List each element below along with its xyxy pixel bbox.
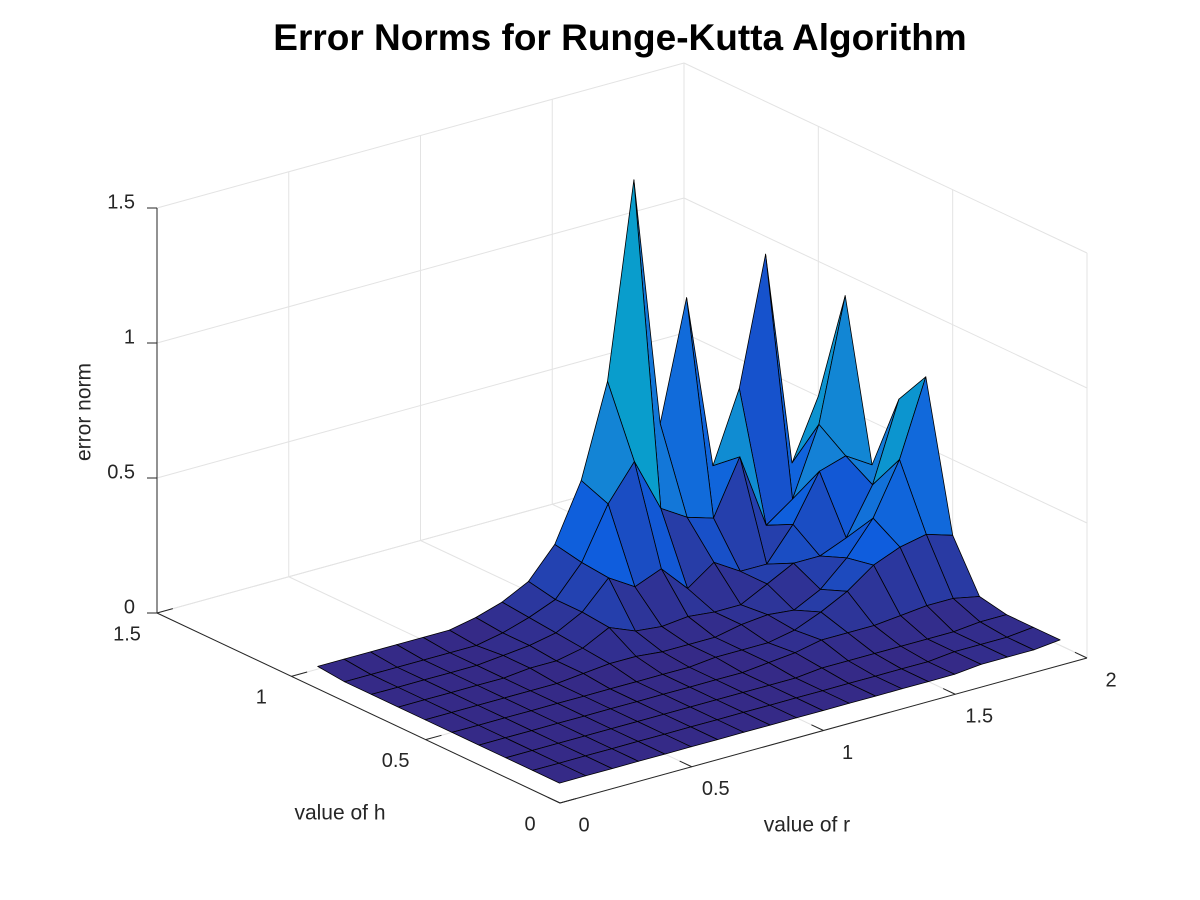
labels: Error Norms for Runge-Kutta Algorithm va…	[73, 17, 967, 837]
grid-line	[156, 197, 685, 344]
chart-title: Error Norms for Runge-Kutta Algorithm	[273, 17, 966, 58]
y-axis-label: value of h	[294, 802, 385, 825]
grid-line	[683, 197, 1088, 389]
x-axis-label: value of r	[764, 814, 850, 837]
y-tick-label: 1.5	[113, 623, 141, 645]
x-tick-label: 0	[578, 814, 589, 836]
x-tick	[942, 688, 956, 695]
z-tick-label: 1	[124, 326, 135, 348]
z-tick-label: 0.5	[107, 461, 135, 483]
y-tick	[291, 671, 308, 677]
z-axis-label: error norm	[73, 363, 96, 461]
y-axis	[156, 612, 561, 804]
x-tick	[679, 760, 692, 768]
x-tick	[1074, 651, 1088, 659]
x-tick	[547, 796, 561, 804]
x-tick-label: 1.5	[965, 706, 993, 728]
y-tick	[156, 608, 173, 614]
axes: 0 0.5 1 1.5 2 0 0.5 1 1.5 0 0.5 1 1.5	[107, 191, 1116, 836]
y-tick-label: 1	[256, 687, 267, 709]
grid-line	[156, 62, 685, 209]
x-tick-label: 0.5	[702, 778, 730, 800]
z-tick-label: 1.5	[107, 191, 135, 213]
grid-line	[683, 62, 1088, 254]
y-tick-label: 0	[524, 813, 535, 835]
surface	[317, 179, 1061, 784]
surface-face	[532, 762, 587, 784]
x-tick-label: 2	[1105, 669, 1116, 691]
y-tick	[559, 798, 576, 804]
z-tick-label: 0	[124, 596, 135, 618]
grid-line	[156, 332, 685, 479]
y-tick-label: 0.5	[382, 750, 410, 772]
y-tick	[425, 734, 442, 741]
x-tick-label: 1	[842, 742, 853, 764]
x-tick	[811, 724, 824, 731]
